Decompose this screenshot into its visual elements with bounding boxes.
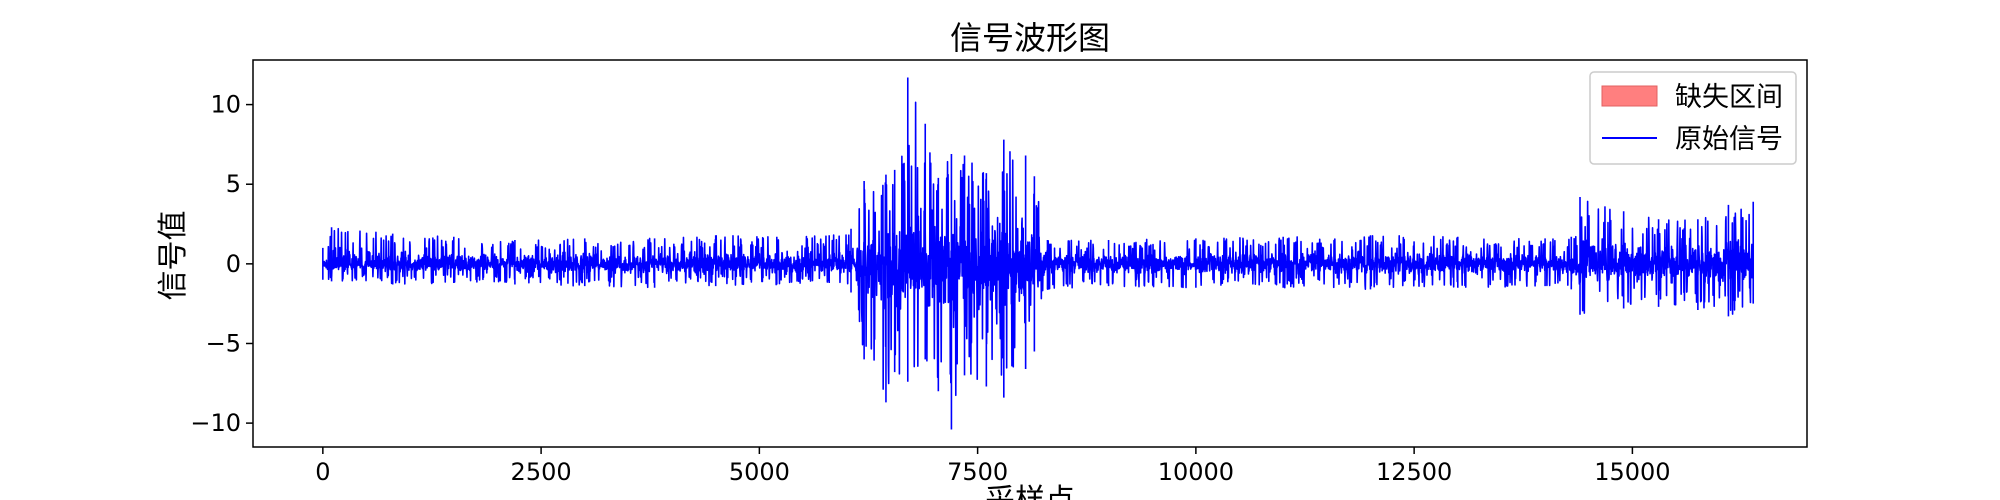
x-tick-label: 10000: [1158, 458, 1234, 486]
x-axis-title: 采样点: [985, 483, 1075, 500]
y-tick-label: −5: [206, 329, 241, 357]
y-tick-label: 5: [226, 170, 241, 198]
y-axis-title: 信号值: [156, 211, 191, 301]
ticks-layer: 0 2500 5000 7500 10000 12500 15000 −10 −5 0 5 10: [190, 91, 1670, 486]
legend-swatch-missing-interval: [1601, 85, 1658, 107]
plot-area-frame: [252, 59, 1808, 448]
legend: 缺失区间 原始信号: [1589, 71, 1797, 165]
x-tick-label: 7500: [947, 458, 1008, 486]
x-tick-label: 0: [315, 458, 330, 486]
chart-title: 信号波形图: [950, 19, 1110, 57]
y-tick-label: −10: [190, 409, 241, 437]
x-tick-label: 5000: [729, 458, 790, 486]
x-tick-label: 2500: [511, 458, 572, 486]
original-signal-line: [322, 77, 1755, 430]
legend-label-original-signal: 原始信号: [1675, 124, 1783, 155]
x-tick-label: 15000: [1594, 458, 1670, 486]
series-layer: [322, 77, 1755, 430]
legend-label-missing-interval: 缺失区间: [1675, 82, 1783, 113]
y-tick-label: 10: [210, 91, 241, 119]
x-tick-label: 12500: [1376, 458, 1452, 486]
y-tick-label: 0: [226, 250, 241, 278]
